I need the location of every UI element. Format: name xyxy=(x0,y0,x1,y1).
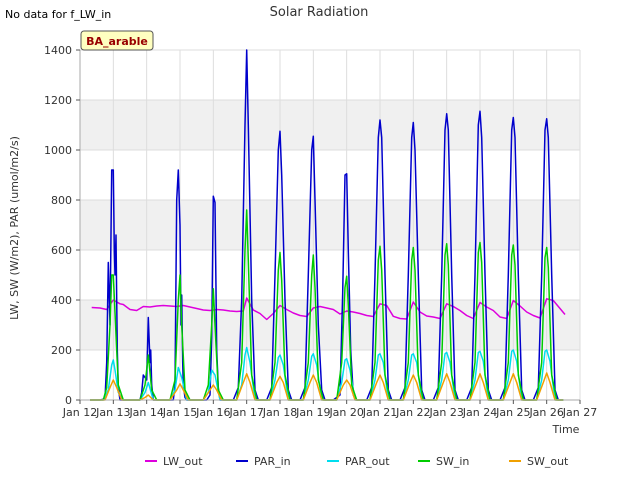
x-tick-label: Jan 21 xyxy=(362,406,397,419)
x-tick-label: Jan 14 xyxy=(128,406,163,419)
legend-label: SW_in xyxy=(436,455,469,468)
x-tick-label: Jan 27 xyxy=(562,406,597,419)
x-tick-label: Jan 15 xyxy=(162,406,197,419)
x-tick-label: Jan 12 xyxy=(62,406,97,419)
legend: LW_out PAR_in PAR_out SW_in SW_out xyxy=(145,455,569,468)
y-axis-label: LW, SW (W/m2), PAR (umol/m2/s) xyxy=(8,136,21,320)
legend-label: LW_out xyxy=(163,455,203,468)
x-axis-label: Time xyxy=(552,423,580,436)
legend-label: PAR_in xyxy=(254,455,291,468)
y-tick-label: 1400 xyxy=(44,44,72,57)
x-tick-label: Jan 16 xyxy=(195,406,230,419)
site-badge-label: BA_arable xyxy=(86,35,148,48)
series-line-lw-out xyxy=(91,297,566,321)
legend-item: PAR_out xyxy=(327,455,390,468)
legend-item: LW_out xyxy=(145,455,203,468)
y-tick-label: 0 xyxy=(65,394,72,407)
x-tick-label: Jan 25 xyxy=(495,406,530,419)
series-line-par-in xyxy=(90,49,564,401)
legend-item: PAR_in xyxy=(236,455,291,468)
site-badge: BA_arable xyxy=(80,30,154,51)
legend-label: PAR_out xyxy=(345,455,390,468)
x-tick-label: Jan 17 xyxy=(228,406,263,419)
legend-item: SW_out xyxy=(509,455,569,468)
y-tick-label: 800 xyxy=(51,194,72,207)
x-tick-label: Jan 24 xyxy=(462,406,497,419)
grid-band xyxy=(80,300,580,350)
y-tick-label: 400 xyxy=(51,294,72,307)
x-tick-label: Jan 22 xyxy=(395,406,430,419)
grid-band xyxy=(80,100,580,150)
x-tick-label: Jan 26 xyxy=(528,406,563,419)
legend-label: SW_out xyxy=(527,455,569,468)
x-tick-label: Jan 18 xyxy=(262,406,297,419)
legend-item: SW_in xyxy=(418,455,469,468)
x-tick-label: Jan 23 xyxy=(428,406,463,419)
grid-band xyxy=(80,200,580,250)
no-data-note: No data for f_LW_in xyxy=(5,8,111,21)
y-tick-label: 600 xyxy=(51,244,72,257)
y-tick-label: 1000 xyxy=(44,144,72,157)
plot-background xyxy=(80,50,580,400)
y-tick-label: 1200 xyxy=(44,94,72,107)
axes xyxy=(79,50,580,401)
x-tick-label: Jan 19 xyxy=(295,406,330,419)
grid-lines xyxy=(79,49,581,401)
x-tick-label: Jan 13 xyxy=(95,406,130,419)
x-tick-label: Jan 20 xyxy=(328,406,363,419)
y-tick-label: 200 xyxy=(51,344,72,357)
chart-title: Solar Radiation xyxy=(270,5,369,20)
y-axis-ticks: 0 200 400 600 800 1000 1200 1400 xyxy=(44,44,80,407)
site-badge-box xyxy=(80,30,154,51)
